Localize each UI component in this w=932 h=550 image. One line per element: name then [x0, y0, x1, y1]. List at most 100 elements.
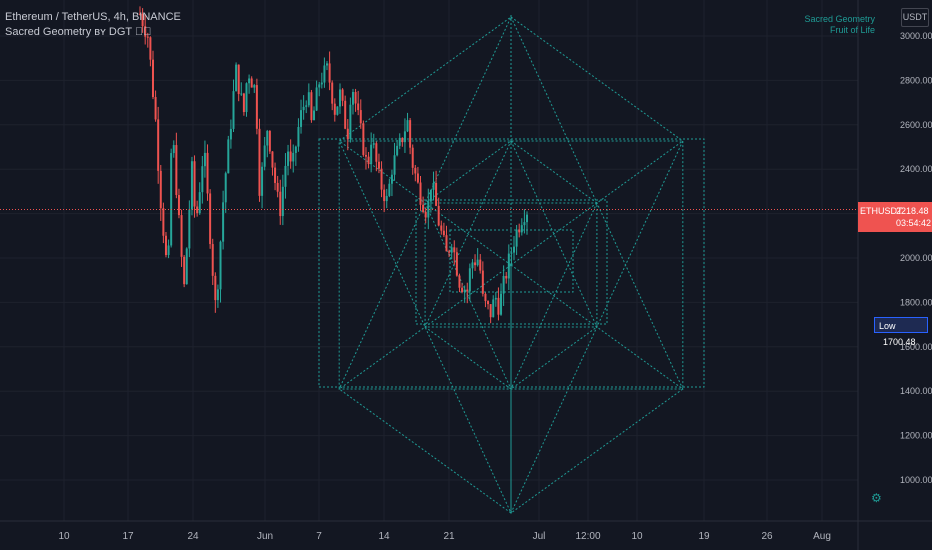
indicator-name[interactable]: Sacred Geometry ʙʏ DGT ☾⃝	[5, 26, 152, 38]
candle-body	[448, 251, 451, 253]
candle-body	[307, 92, 310, 106]
x-tick-label: 19	[698, 531, 710, 542]
candle-body	[237, 64, 240, 95]
symbol-title: Ethereum / TetherUS, 4h, BINANCE	[5, 11, 181, 23]
candle-body	[364, 154, 367, 157]
candle-body	[393, 155, 396, 175]
x-tick-label: 14	[378, 531, 390, 542]
chart-legend: Ethereum / TetherUS, 4h, BINANCE Sacred …	[5, 10, 181, 40]
candle-body	[427, 201, 430, 218]
candle-body	[494, 297, 497, 300]
candle-body	[170, 153, 173, 246]
settings-icon[interactable]: ⚙	[871, 491, 882, 505]
candle-body	[349, 104, 352, 139]
candle-body	[354, 91, 357, 104]
candle-body	[245, 83, 248, 113]
candle-body	[429, 189, 432, 202]
candle-body	[377, 161, 380, 169]
candle-body	[253, 85, 256, 88]
candle-body	[362, 123, 365, 155]
candle-body	[255, 85, 258, 129]
candle-body	[258, 128, 261, 196]
x-tick-label: 7	[316, 531, 322, 542]
candle-body	[432, 182, 435, 190]
candle-body	[263, 145, 266, 167]
candle-body	[346, 128, 349, 139]
x-tick-label: Aug	[813, 531, 831, 542]
candle-body	[450, 247, 453, 253]
candle-body	[507, 253, 510, 279]
x-tick-label: 10	[631, 531, 643, 542]
candle-body	[481, 270, 484, 294]
x-tick-label: 21	[443, 531, 455, 542]
candle-body	[297, 126, 300, 147]
candle-body	[388, 183, 391, 196]
y-tick-label: 3000.00	[900, 31, 932, 41]
candle-body	[510, 252, 513, 254]
low-price-tag: Low 1700.48	[874, 317, 928, 347]
candle-body	[463, 289, 466, 292]
candle-body	[398, 137, 401, 146]
candle-body	[141, 13, 144, 27]
candle-body	[240, 93, 243, 95]
x-tick-label: 12:00	[575, 531, 600, 542]
candle-body	[177, 195, 180, 216]
candle-body	[261, 166, 264, 196]
candle-body	[310, 92, 313, 121]
candle-body	[520, 225, 523, 233]
candle-body	[289, 151, 292, 162]
geometry-label-line2: Fruit of Life	[829, 25, 875, 35]
candle-body	[198, 192, 201, 214]
candle-body	[214, 275, 217, 301]
candle-body	[466, 289, 469, 292]
candle-body	[396, 145, 399, 156]
candle-body	[154, 97, 157, 120]
candle-body	[372, 143, 375, 145]
candle-body	[380, 168, 383, 190]
candle-body	[445, 235, 448, 252]
candle-body	[518, 229, 521, 233]
y-tick-label: 1600.00	[900, 342, 932, 352]
candle-body	[489, 304, 492, 318]
candle-body	[284, 165, 287, 187]
x-tick-label: Jun	[257, 531, 273, 542]
candle-body	[437, 205, 440, 226]
candle-body	[279, 191, 282, 217]
candle-body	[250, 78, 253, 88]
candle-body	[523, 222, 526, 226]
candle-body	[196, 206, 199, 214]
candle-body	[471, 262, 474, 269]
price-tag-countdown: 03:54:42	[896, 218, 932, 228]
candle-body	[502, 276, 505, 294]
candle-body	[526, 214, 528, 223]
candle-body	[406, 120, 409, 132]
candle-body	[331, 82, 334, 104]
candle-body	[222, 202, 225, 242]
candle-body	[442, 230, 445, 236]
low-value: 1700.48	[883, 337, 916, 347]
candle-body	[276, 182, 279, 192]
candle-body	[203, 152, 206, 167]
candle-body	[227, 139, 230, 174]
candle-body	[219, 241, 222, 290]
candle-body	[302, 106, 305, 111]
x-tick-label: 24	[187, 531, 199, 542]
candle-body	[500, 293, 503, 315]
candle-body	[453, 247, 456, 253]
candle-body	[313, 110, 316, 121]
candle-body	[336, 106, 339, 115]
candle-body	[326, 63, 329, 66]
candle-body	[359, 110, 362, 124]
candle-body	[315, 87, 318, 111]
candle-body	[409, 120, 412, 148]
currency-button[interactable]: USDT	[901, 8, 929, 27]
candle-body	[440, 225, 443, 231]
low-label: Low	[879, 321, 896, 331]
y-tick-label: 1200.00	[900, 431, 932, 441]
x-tick-label: 10	[58, 531, 70, 542]
candle-body	[172, 145, 175, 154]
candle-body	[401, 137, 404, 143]
price-axis: 1000.00 1200.00 1400.00 1600.00 1800.00 2000.…	[857, 0, 932, 550]
candle-body	[232, 91, 235, 129]
